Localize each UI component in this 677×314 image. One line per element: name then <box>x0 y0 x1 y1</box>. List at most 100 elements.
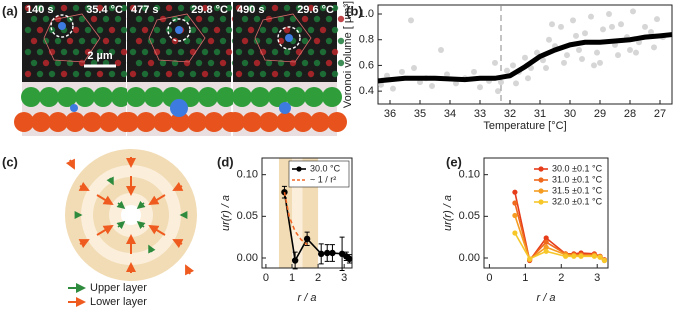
particle <box>319 4 327 12</box>
snapshot-temperature: 29.6 °C <box>297 4 334 16</box>
particle <box>96 70 104 78</box>
probe-ring <box>167 18 191 42</box>
upper-sphere <box>322 87 342 107</box>
particle <box>141 4 149 12</box>
data-point <box>512 212 518 219</box>
scatter-point <box>444 71 450 78</box>
data-point <box>291 257 299 264</box>
lower-sphere <box>276 112 296 132</box>
x-axis-label: r / a <box>298 292 317 304</box>
particle <box>201 48 209 56</box>
probe <box>285 34 293 42</box>
particle <box>48 48 56 56</box>
particle <box>108 70 116 78</box>
y-tick-label: 0.00 <box>459 252 480 264</box>
particle <box>195 59 203 67</box>
particle <box>129 48 137 56</box>
particle <box>153 26 161 34</box>
particle <box>60 70 68 78</box>
scatter-point <box>558 23 564 30</box>
data-point <box>562 253 569 259</box>
particle <box>283 4 291 12</box>
particle <box>225 48 233 56</box>
particle <box>189 26 197 34</box>
scatter-point <box>438 47 444 53</box>
voronoi <box>148 13 206 63</box>
particle <box>135 37 143 45</box>
particle <box>108 26 116 34</box>
upper-sphere <box>232 87 252 107</box>
y-axis-label: Voronoi volume [ µm³] <box>342 1 354 108</box>
particle <box>283 70 291 78</box>
legend-label: Upper layer <box>90 282 147 294</box>
particle <box>78 37 86 45</box>
scatter-point <box>600 26 606 33</box>
particle <box>201 26 209 34</box>
y-tick-label: 0.4 <box>359 85 374 97</box>
x-tick-label: 0 <box>263 272 269 284</box>
data-point <box>543 244 549 250</box>
x-tick-label: 2 <box>315 272 321 284</box>
particle <box>337 15 345 23</box>
legend-marker <box>296 166 302 172</box>
snapshots: 140 s 35.4 °C 477 s 29.8 °C 490 s 29.6 °C 2 µm <box>14 2 347 136</box>
particle <box>235 4 243 12</box>
particle <box>177 48 185 56</box>
scatter-point <box>429 83 435 89</box>
legend-label: ~ 1 / r² <box>310 174 336 184</box>
particle <box>24 48 32 56</box>
particle <box>259 4 267 12</box>
particle <box>207 15 215 23</box>
panel-label: (c) <box>2 154 18 169</box>
particle <box>271 4 279 12</box>
particle <box>295 4 303 12</box>
particle <box>331 4 339 12</box>
upper-sphere <box>75 87 95 107</box>
particle <box>259 70 267 78</box>
upper-sphere <box>126 87 146 107</box>
data-point <box>346 255 353 263</box>
data-point <box>597 254 603 260</box>
probe <box>58 22 66 30</box>
particle <box>235 48 243 56</box>
particle <box>241 59 249 67</box>
particle <box>114 37 122 45</box>
particle <box>307 26 315 34</box>
particle <box>219 37 227 45</box>
particle <box>153 48 161 56</box>
panel-label: (e) <box>446 154 462 169</box>
lower-sphere <box>327 112 347 132</box>
panel-label: (d) <box>217 154 234 169</box>
particle <box>90 15 98 23</box>
scatter-point <box>579 56 585 62</box>
particle <box>135 15 143 23</box>
y-tick-label: 1.0 <box>359 8 374 20</box>
particle <box>319 26 327 34</box>
particle <box>84 26 92 34</box>
scatter-point <box>615 52 621 59</box>
scatter-point <box>408 17 414 24</box>
particle <box>225 26 233 34</box>
upper-sphere <box>93 87 113 107</box>
particle <box>165 70 173 78</box>
data-point <box>601 257 608 264</box>
upper-sphere <box>111 87 131 107</box>
lower-sphere <box>65 112 85 132</box>
scatter-point <box>504 67 510 74</box>
data-point <box>318 250 325 258</box>
data-point <box>512 230 518 236</box>
scatter-point <box>606 11 612 17</box>
x-tick-label: 27 <box>654 108 666 120</box>
x-axis-label: r / a <box>537 292 556 304</box>
particle <box>307 48 315 56</box>
lower-sphere <box>82 112 102 132</box>
particle <box>72 4 80 12</box>
particle <box>247 70 255 78</box>
particle <box>259 26 267 34</box>
particle <box>84 4 92 12</box>
scatter-point <box>471 68 477 75</box>
particle <box>319 70 327 78</box>
particle <box>36 70 44 78</box>
legend-marker <box>538 166 544 172</box>
particle <box>159 37 167 45</box>
